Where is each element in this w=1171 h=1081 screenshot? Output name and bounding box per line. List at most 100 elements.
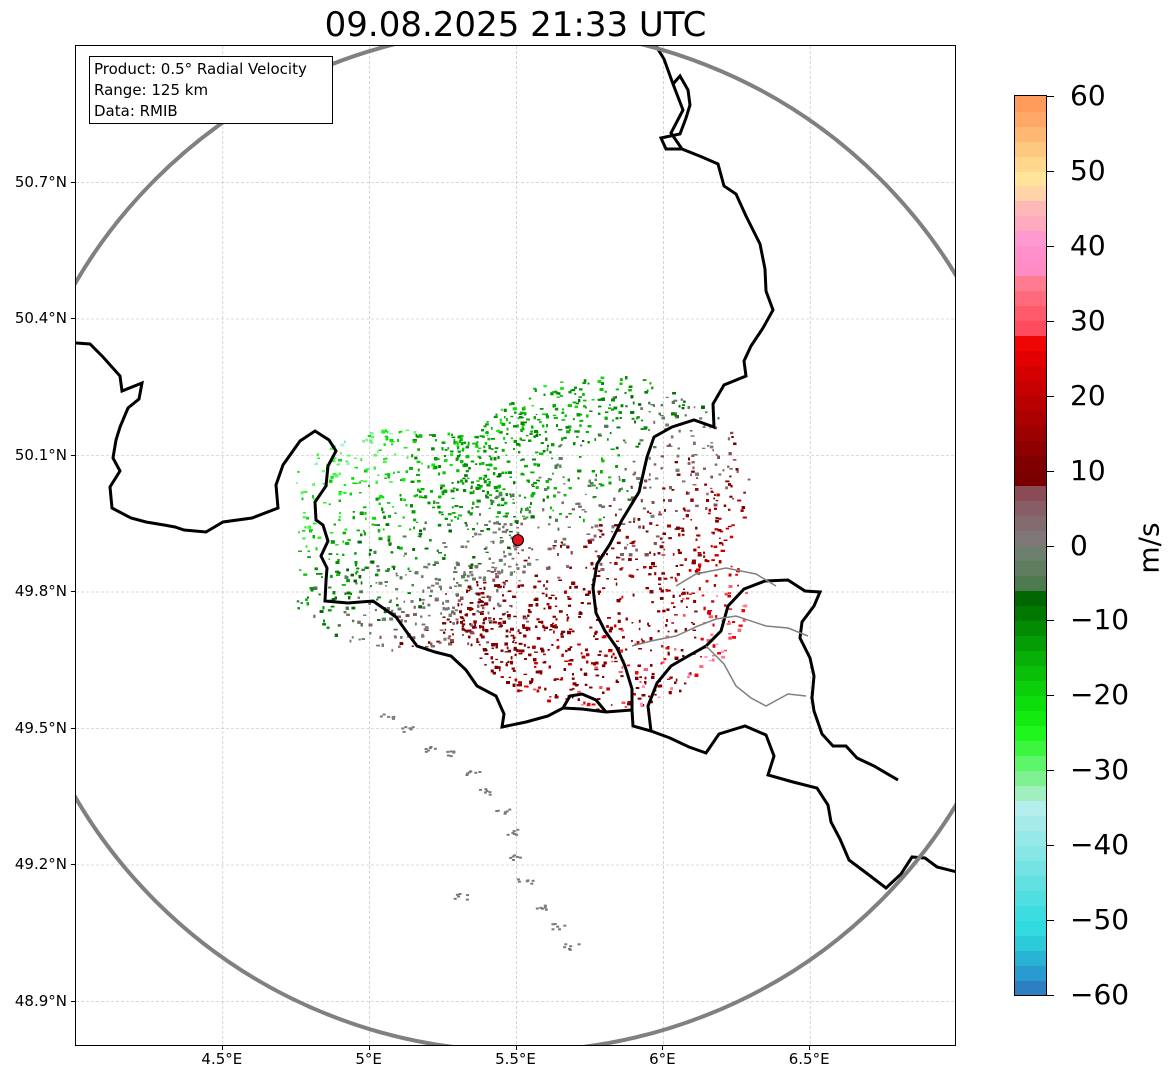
- velocity-pixel: [691, 592, 696, 594]
- velocity-pixel: [352, 482, 356, 485]
- velocity-pixel: [335, 544, 339, 546]
- velocity-pixel: [712, 532, 715, 535]
- velocity-pixel: [483, 576, 487, 580]
- velocity-pixel: [314, 567, 318, 571]
- velocity-pixel: [728, 620, 730, 623]
- velocity-pixel: [493, 521, 497, 525]
- velocity-pixel: [649, 473, 651, 477]
- velocity-pixel: [618, 489, 621, 493]
- velocity-pixel: [567, 596, 570, 598]
- velocity-pixel: [636, 568, 639, 571]
- velocity-pixel: [710, 545, 713, 548]
- velocity-pixel: [665, 396, 669, 399]
- velocity-pixel: [687, 672, 692, 676]
- velocity-pixel: [337, 559, 340, 562]
- velocity-pixel: [730, 484, 733, 488]
- velocity-pixel: [660, 455, 664, 458]
- velocity-pixel: [485, 423, 489, 426]
- velocity-pixel: [478, 598, 481, 601]
- velocity-pixel: [377, 474, 380, 476]
- velocity-pixel: [361, 568, 366, 572]
- velocity-pixel: [329, 447, 334, 449]
- velocity-pixel: [720, 650, 724, 653]
- velocity-pixel: [581, 655, 586, 659]
- velocity-pixel: [595, 674, 600, 677]
- velocity-pixel: [530, 425, 534, 429]
- velocity-pixel: [587, 702, 591, 706]
- velocity-pixel: [521, 407, 526, 411]
- radar-map-panel[interactable]: [75, 45, 956, 1046]
- velocity-pixel: [552, 509, 554, 512]
- velocity-pixel: [655, 535, 660, 538]
- velocity-pixel: [705, 411, 708, 414]
- velocity-pixel: [584, 406, 587, 409]
- velocity-pixel: [517, 552, 520, 554]
- velocity-pixel: [378, 449, 382, 451]
- velocity-pixel: [472, 490, 475, 493]
- velocity-pixel: [554, 407, 559, 411]
- velocity-pixel: [710, 633, 714, 636]
- velocity-pixel: [523, 473, 525, 476]
- velocity-pixel: [512, 669, 516, 672]
- velocity-pixel: [554, 605, 558, 607]
- velocity-pixel: [598, 483, 603, 485]
- velocity-pixel: [556, 391, 560, 395]
- velocity-pixel: [476, 441, 479, 444]
- velocity-pixel: [574, 430, 578, 433]
- velocity-pixel: [682, 507, 686, 511]
- velocity-pixel: [704, 483, 707, 486]
- velocity-pixel: [674, 614, 678, 616]
- velocity-pixel: [681, 480, 686, 483]
- velocity-pixel: [543, 653, 546, 656]
- velocity-pixel: [528, 610, 532, 614]
- velocity-pixel: [460, 603, 463, 606]
- velocity-pixel: [459, 616, 464, 619]
- velocity-pixel: [461, 617, 465, 620]
- velocity-pixel: [681, 407, 685, 410]
- velocity-pixel: [543, 584, 545, 587]
- velocity-pixel: [400, 430, 403, 433]
- velocity-pixel: [727, 525, 732, 528]
- velocity-pixel: [497, 666, 501, 669]
- velocity-pixel: [425, 629, 429, 631]
- velocity-pixel: [395, 588, 399, 591]
- velocity-pixel: [572, 682, 577, 686]
- velocity-pixel: [412, 636, 416, 640]
- velocity-pixel: [505, 580, 508, 582]
- velocity-pixel: [370, 585, 372, 588]
- velocity-pixel: [431, 447, 435, 451]
- velocity-pixel: [346, 454, 351, 457]
- velocity-pixel: [474, 532, 478, 536]
- velocity-pixel: [465, 524, 468, 527]
- velocity-pixel: [565, 649, 568, 653]
- velocity-pixel: [480, 530, 484, 532]
- velocity-pixel: [525, 434, 529, 437]
- velocity-pixel: [374, 608, 377, 612]
- velocity-pixel: [709, 445, 714, 449]
- velocity-pixel: [438, 511, 441, 514]
- velocity-pixel: [490, 427, 493, 430]
- velocity-pixel: [434, 577, 438, 581]
- velocity-pixel: [680, 398, 684, 401]
- velocity-pixel: [493, 415, 498, 418]
- velocity-pixel: [468, 564, 473, 568]
- velocity-pixel: [670, 687, 673, 691]
- velocity-pixel: [641, 685, 645, 688]
- velocity-pixel: [476, 581, 479, 584]
- velocity-pixel: [498, 618, 503, 620]
- velocity-pixel: [597, 433, 602, 436]
- velocity-pixel: [370, 442, 374, 444]
- velocity-pixel: [485, 546, 488, 550]
- velocity-pixel: [594, 666, 598, 668]
- velocity-pixel: [732, 498, 734, 500]
- velocity-pixel: [505, 662, 508, 665]
- velocity-pixel: [454, 609, 458, 612]
- velocity-pixel: [470, 481, 474, 484]
- velocity-pixel: [534, 651, 538, 653]
- velocity-pixel: [479, 600, 483, 603]
- velocity-pixel: [535, 413, 538, 416]
- velocity-pixel: [608, 476, 612, 479]
- velocity-pixel: [491, 566, 494, 569]
- velocity-pixel: [466, 574, 470, 578]
- velocity-pixel: [601, 533, 605, 536]
